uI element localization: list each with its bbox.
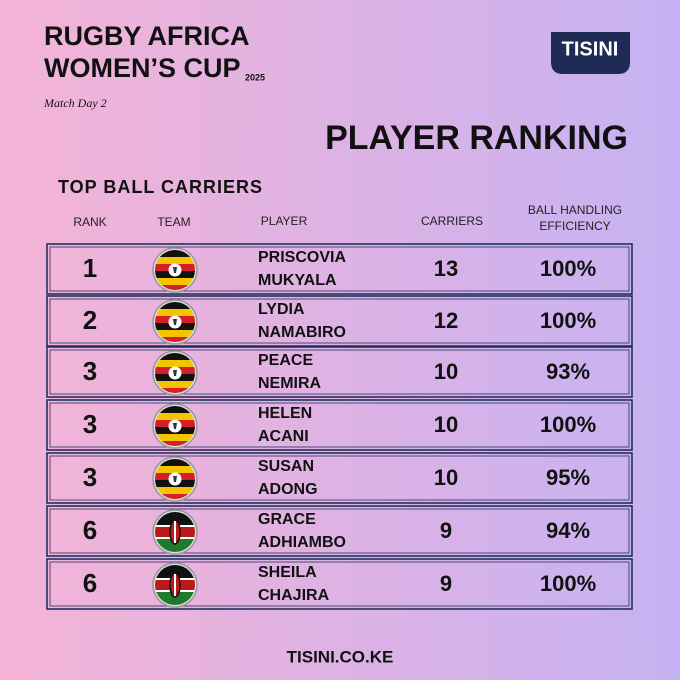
- logo-text: TISINI: [562, 38, 619, 60]
- team-flag: [153, 404, 197, 448]
- rank: 6: [83, 515, 97, 545]
- table-row: 1 PRISCOVIA MUKYALA 13 100%: [46, 243, 633, 295]
- column-header: RANK: [73, 215, 106, 229]
- row-border: [46, 295, 633, 347]
- title-line: RUGBY AFRICA: [44, 21, 250, 51]
- player-name: ACANI: [258, 428, 309, 445]
- table-row: 3 HELEN ACANI 10 100%: [46, 399, 633, 451]
- year: 2025: [245, 72, 265, 82]
- carries: 10: [434, 359, 458, 384]
- row-inner-border: [49, 246, 630, 292]
- efficiency: 93%: [546, 359, 590, 384]
- player-name: NEMIRA: [258, 375, 322, 392]
- carries: 10: [434, 412, 458, 437]
- efficiency: 100%: [540, 308, 596, 333]
- rank: 1: [83, 253, 97, 283]
- row-border: [46, 505, 633, 557]
- table-title: TOP BALL CARRIERS: [58, 177, 263, 197]
- player-name: NAMABIRO: [258, 324, 346, 341]
- table-row: 2 LYDIA NAMABIRO 12 100%: [46, 295, 633, 347]
- team-flag: [153, 563, 197, 607]
- column-header: BALL HANDLING: [528, 203, 622, 217]
- efficiency: 95%: [546, 465, 590, 490]
- team-flag: [153, 300, 197, 344]
- player-name: HELEN: [258, 405, 312, 422]
- efficiency: 100%: [540, 412, 596, 437]
- player-name: PEACE: [258, 352, 313, 369]
- column-header: PLAYER: [261, 214, 308, 228]
- efficiency: 100%: [540, 571, 596, 596]
- row-border: [46, 558, 633, 610]
- rank: 6: [83, 568, 97, 598]
- efficiency: 100%: [540, 256, 596, 281]
- rank: 3: [83, 409, 97, 439]
- row-inner-border: [49, 508, 630, 554]
- row-border: [46, 346, 633, 398]
- player-name: SHEILA: [258, 564, 317, 581]
- table-body: 1 PRISCOVIA MUKYALA 13 100% 2 LYDIA NAMABIRO 12 1…: [46, 243, 633, 610]
- row-border: [46, 243, 633, 295]
- rank: 2: [83, 305, 97, 335]
- team-flag: [153, 351, 197, 395]
- title-line: WOMEN’S CUP: [44, 53, 241, 83]
- team-flag: [153, 457, 197, 501]
- rank: 3: [83, 462, 97, 492]
- table-row: 6 GRACE ADHIAMBO 9 94%: [46, 505, 633, 557]
- player-name: LYDIA: [258, 301, 305, 318]
- team-flag: [153, 248, 197, 292]
- row-inner-border: [49, 298, 630, 344]
- row-inner-border: [49, 561, 630, 607]
- player-name: ADONG: [258, 481, 318, 498]
- row-border: [46, 399, 633, 451]
- player-name: GRACE: [258, 511, 316, 528]
- column-header: TEAM: [157, 215, 190, 229]
- table-row: 3 PEACE NEMIRA 10 93%: [46, 346, 633, 398]
- logo: TISINI: [551, 32, 630, 74]
- player-name: ADHIAMBO: [258, 534, 346, 551]
- team-flag: [153, 510, 197, 554]
- subtitle: Match Day 2: [43, 96, 107, 110]
- heading: PLAYER RANKING: [325, 119, 628, 157]
- efficiency: 94%: [546, 518, 590, 543]
- column-header: EFFICIENCY: [539, 219, 610, 233]
- rank: 3: [83, 356, 97, 386]
- player-name: MUKYALA: [258, 272, 337, 289]
- row-border: [46, 452, 633, 504]
- carries: 10: [434, 465, 458, 490]
- player-name: PRISCOVIA: [258, 249, 346, 266]
- table-row: 6 SHEILA CHAJIRA 9 100%: [46, 558, 633, 610]
- carries: 9: [440, 571, 452, 596]
- table-row: 3 SUSAN ADONG 10 95%: [46, 452, 633, 504]
- carries: 12: [434, 308, 458, 333]
- player-name: SUSAN: [258, 458, 314, 475]
- logo-shield: [551, 32, 630, 74]
- row-inner-border: [49, 455, 630, 501]
- footer: TISINI.CO.KE: [287, 647, 394, 666]
- carries: 9: [440, 518, 452, 543]
- column-header: CARRIERS: [421, 214, 483, 228]
- player-name: CHAJIRA: [258, 587, 330, 604]
- carries: 13: [434, 256, 458, 281]
- row-inner-border: [49, 349, 630, 395]
- row-inner-border: [49, 402, 630, 448]
